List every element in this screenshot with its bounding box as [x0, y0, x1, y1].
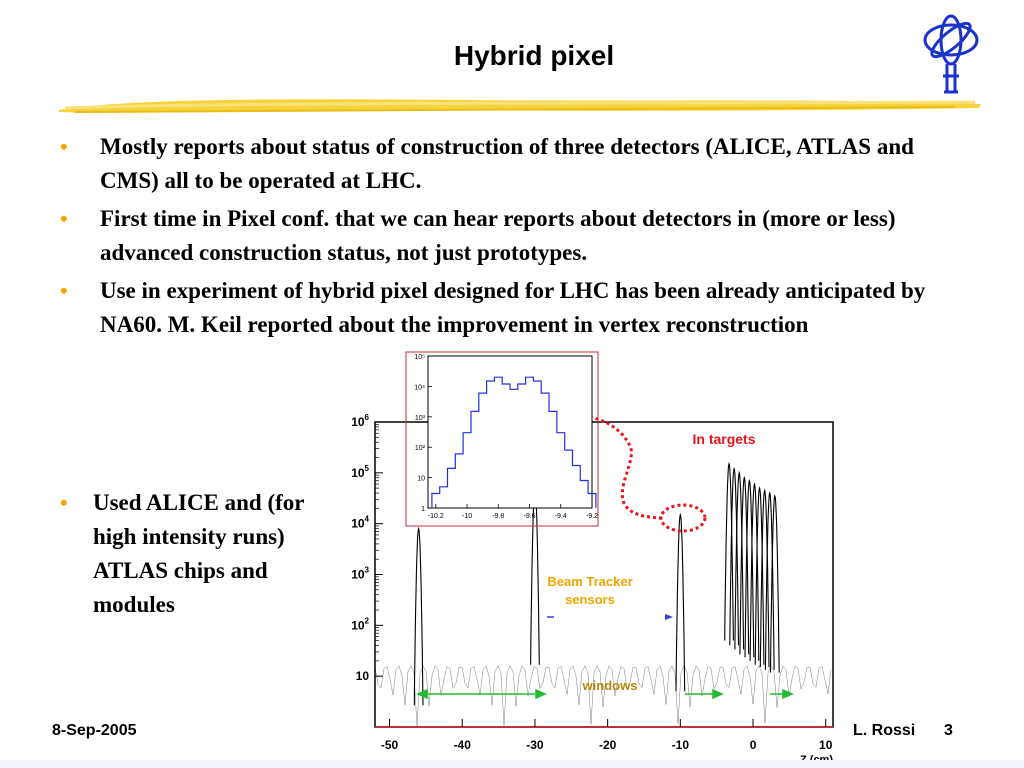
cern-logo — [923, 14, 979, 94]
histogram-peak — [754, 485, 765, 665]
x-tick-label: 0 — [750, 738, 757, 752]
inset-histogram-trace — [431, 376, 597, 508]
bullet-item: • Mostly reports about status of construc… — [60, 130, 970, 198]
in-targets-label: In targets — [692, 431, 755, 447]
inset-histogram: 1 10 10² 10³ 10⁴ 10⁵ -10.2 -10 -9.8 -9.6 -9.4 -9.2 — [405, 351, 599, 527]
page-number: 3 — [944, 722, 953, 739]
bullet-item: • First time in Pixel conf. that we can h… — [60, 202, 970, 270]
dotted-arrow — [569, 412, 663, 520]
inset-x-axis-ticks: -10.2 -10 -9.8 -9.6 -9.4 -9.2 — [428, 504, 598, 520]
y-tick-exponent: 4 — [365, 515, 370, 524]
y-tick-label: 105 — [351, 464, 369, 480]
histogram-peak — [769, 494, 780, 673]
y-tick-base: 10 — [351, 415, 365, 429]
inset-y-tick-label: 1 — [421, 506, 425, 513]
main-bullet-list: • Mostly reports about status of construc… — [60, 130, 970, 346]
inset-x-tick-label: -9.4 — [555, 513, 567, 520]
histogram-peak — [749, 482, 760, 661]
inset-y-axis-ticks: 1 10 10² 10³ 10⁴ 10⁵ — [414, 354, 432, 513]
y-tick-base: 10 — [351, 517, 365, 531]
inset-x-tick-label: -10.2 — [428, 513, 444, 520]
bullet-text: Used ALICE and (for high intensity runs)… — [93, 490, 305, 617]
x-tick-label: -50 — [381, 738, 399, 752]
histogram-peak — [764, 491, 775, 670]
x-tick-label: -20 — [599, 738, 617, 752]
side-bullet-list: • Used ALICE and (for high intensity runs… — [60, 486, 310, 622]
inset-border — [405, 351, 599, 527]
y-tick-label: 103 — [351, 566, 369, 582]
y-tick-base: 10 — [351, 618, 365, 632]
beam-tracker-label: Beam Tracker — [547, 574, 632, 589]
y-tick-exponent: 3 — [365, 566, 370, 575]
bullet-item: • Used ALICE and (for high intensity runs… — [60, 486, 310, 622]
y-tick-label: 104 — [351, 515, 369, 531]
window-arrow-3-head — [782, 688, 794, 700]
histogram-peak — [413, 526, 424, 706]
x-tick-label: -40 — [454, 738, 472, 752]
bullet-marker: • — [60, 134, 68, 159]
histogram-peak — [675, 512, 686, 692]
bullet-text: Use in experiment of hybrid pixel design… — [100, 278, 926, 337]
slide-title: Hybrid pixel — [453, 40, 615, 71]
inset-y-tick-label: 10⁵ — [414, 354, 425, 361]
bullet-marker: • — [60, 206, 68, 231]
inset-histogram-line — [431, 376, 597, 508]
histogram-noise — [374, 665, 832, 727]
inset-y-tick-label: 10⁴ — [414, 384, 425, 391]
y-tick-exponent: 2 — [365, 616, 370, 625]
window-arrow-1-left-head — [416, 688, 428, 700]
inset-frame — [427, 355, 593, 509]
bullet-item: • Use in experiment of hybrid pixel desig… — [60, 274, 970, 342]
inset-y-tick-label: 10 — [417, 476, 425, 483]
inset-y-tick-label: 10² — [415, 445, 426, 452]
inset-x-tick-label: -9.6 — [523, 513, 535, 520]
histogram-peak — [759, 488, 770, 668]
y-tick-base: 10 — [351, 466, 365, 480]
x-tick-label: 10 — [819, 738, 833, 752]
y-tick-label: 102 — [351, 616, 369, 632]
window-arrow-2-head — [712, 688, 724, 700]
x-tick-label: -30 — [526, 738, 544, 752]
bullet-text: Mostly reports about status of construct… — [100, 134, 914, 193]
beam-tracker-arrow-right — [665, 614, 673, 620]
histogram-peak — [724, 461, 734, 641]
beam-tracker-label-2: sensors — [565, 592, 615, 607]
window-arrow-1-right-head — [535, 688, 547, 700]
windows-label: windows — [582, 678, 638, 693]
footer-date: 8-Sep-2005 — [52, 722, 137, 739]
y-tick-label: 106 — [351, 413, 369, 429]
yellow-brush-divider — [59, 99, 981, 113]
bullet-marker: • — [60, 278, 68, 303]
histogram-trace — [374, 461, 832, 727]
x-tick-label: -10 — [672, 738, 690, 752]
bullet-text: First time in Pixel conf. that we can he… — [100, 206, 896, 265]
y-tick-label: 10 — [356, 669, 370, 683]
histogram-peak — [739, 476, 750, 655]
histogram-peak — [744, 478, 755, 658]
inset-x-tick-label: -9.8 — [492, 513, 504, 520]
bullet-marker: • — [60, 490, 68, 515]
inset-x-tick-label: -10 — [462, 513, 472, 520]
y-tick-base: 10 — [351, 568, 365, 582]
footer-author: L. Rossi — [853, 722, 916, 739]
histogram-peak — [729, 466, 740, 646]
histogram-peak — [734, 470, 745, 650]
inset-x-tick-label: -9.2 — [586, 513, 598, 520]
y-tick-base: 10 — [356, 669, 370, 683]
x-axis-ticks: -50 -40 -30 -20 -10 0 10 — [381, 719, 833, 752]
bottom-strip — [0, 760, 1024, 768]
y-tick-exponent: 6 — [365, 413, 370, 422]
inset-y-tick-label: 10³ — [415, 415, 426, 422]
y-tick-exponent: 5 — [365, 464, 370, 473]
